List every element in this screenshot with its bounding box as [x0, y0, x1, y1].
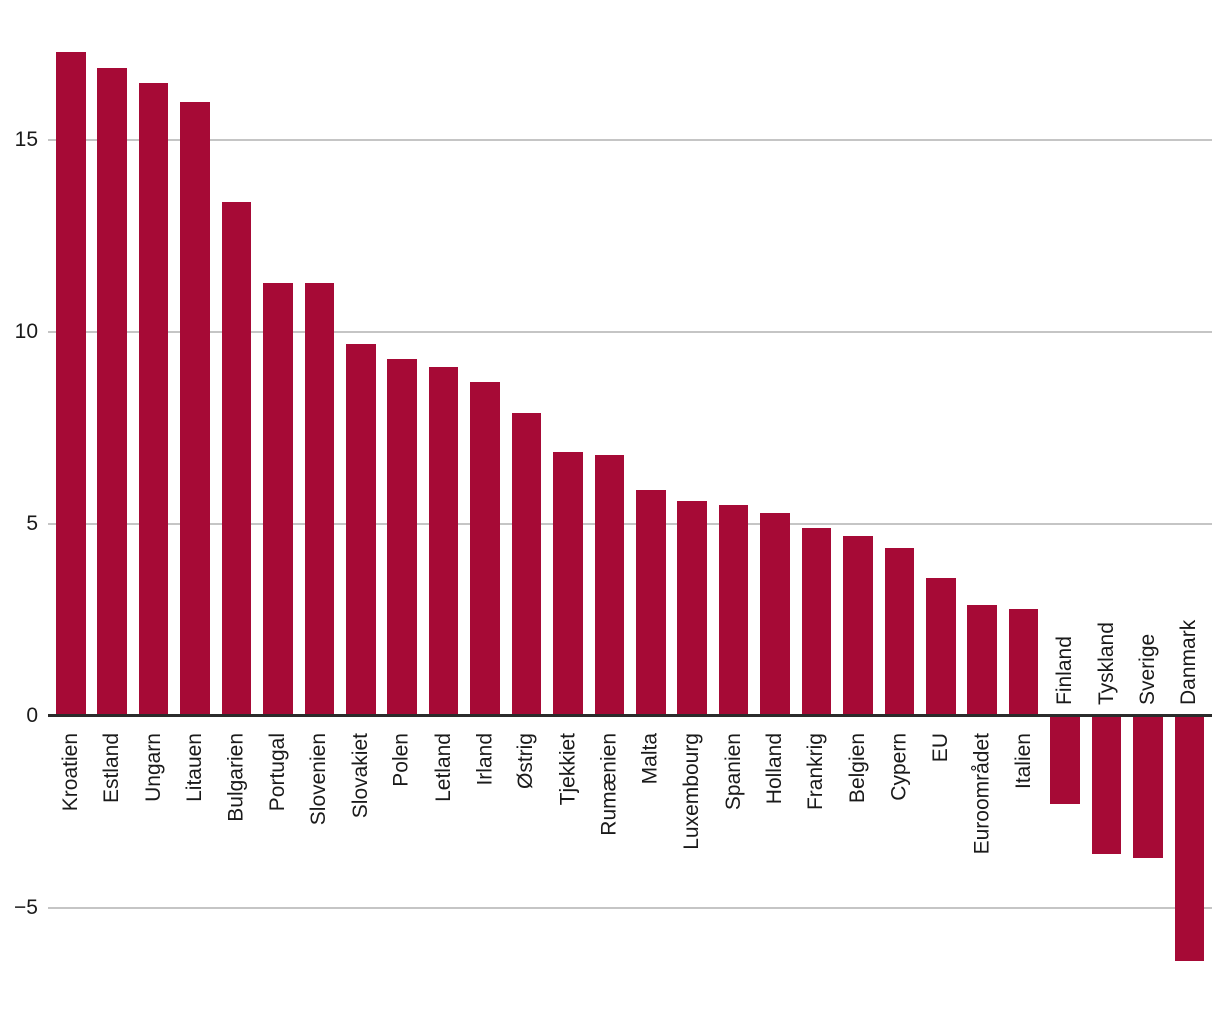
- bar-litauen: [180, 102, 210, 717]
- x-label-slovenien: Slovenien: [307, 733, 331, 826]
- x-label-holland: Holland: [763, 733, 787, 805]
- bar-rumænien: [594, 455, 625, 717]
- x-label-cypern: Cypern: [887, 733, 911, 801]
- gridline-5: [48, 523, 1212, 525]
- bar-holland: [760, 512, 790, 717]
- x-label-sverige: Sverige: [1135, 633, 1159, 705]
- x-label-portugal: Portugal: [265, 733, 289, 812]
- bar-frankrig: [801, 528, 832, 717]
- y-tick-label-15: 15: [14, 128, 38, 151]
- bar-slovakiet: [346, 344, 376, 717]
- x-label-østrig: Østrig: [514, 733, 538, 790]
- x-label-eu: EU: [928, 733, 952, 763]
- x-label-bulgarien: Bulgarien: [224, 733, 248, 822]
- x-label-finland: Finland: [1053, 636, 1077, 705]
- x-label-kroatien: Kroatien: [58, 733, 82, 812]
- x-label-polen: Polen: [390, 733, 414, 787]
- x-axis-line: [48, 714, 1212, 717]
- bar-belgien: [843, 536, 873, 717]
- x-label-frankrig: Frankrig: [804, 733, 828, 811]
- x-label-belgien: Belgien: [845, 733, 869, 804]
- x-label-rumænien: Rumænien: [597, 733, 621, 836]
- gridline-15: [48, 139, 1212, 141]
- y-tick-label-minus-5: −5: [14, 896, 38, 919]
- x-label-luxembourg: Luxembourg: [680, 733, 704, 850]
- bar-ungarn: [138, 82, 169, 717]
- bar-estland: [97, 67, 127, 717]
- gridline-10: [48, 331, 1212, 333]
- bar-portugal: [263, 282, 293, 717]
- bar-østrig: [511, 413, 542, 717]
- bar-eu: [926, 578, 956, 717]
- bar-cypern: [884, 547, 915, 717]
- bar-slovenien: [304, 282, 335, 717]
- x-label-danmark: Danmark: [1177, 619, 1201, 705]
- x-label-tjekkiet: Tjekkiet: [555, 733, 579, 806]
- y-tick-label-10: 10: [14, 320, 38, 343]
- bar-danmark: [1174, 715, 1205, 962]
- bar-irland: [470, 382, 500, 717]
- bar-euroområdet: [967, 605, 997, 717]
- y-tick-label-5: 5: [26, 512, 38, 535]
- bar-polen: [387, 359, 417, 717]
- x-label-letland: Letland: [431, 733, 455, 802]
- bar-luxembourg: [677, 501, 707, 717]
- x-label-spanien: Spanien: [721, 733, 745, 811]
- bar-spanien: [718, 505, 749, 717]
- x-label-litauen: Litauen: [183, 733, 207, 802]
- x-label-malta: Malta: [638, 733, 662, 785]
- bar-malta: [636, 489, 666, 717]
- bar-sverige: [1133, 715, 1163, 858]
- x-label-ungarn: Ungarn: [141, 733, 165, 802]
- bar-bulgarien: [221, 201, 252, 717]
- bar-finland: [1050, 715, 1080, 804]
- x-label-slovakiet: Slovakiet: [348, 733, 372, 819]
- bar-italien: [1008, 608, 1039, 717]
- bar-kroatien: [56, 52, 86, 717]
- bar-letland: [428, 367, 459, 717]
- gridline-minus-5: [48, 907, 1212, 909]
- bar-tjekkiet: [553, 451, 583, 717]
- x-label-estland: Estland: [100, 733, 124, 804]
- x-label-euroområdet: Euroområdet: [970, 733, 994, 855]
- x-label-italien: Italien: [1011, 733, 1035, 790]
- y-tick-label-0: 0: [26, 704, 38, 727]
- x-label-irland: Irland: [473, 733, 497, 786]
- bar-tyskland: [1091, 715, 1122, 854]
- x-label-tyskland: Tyskland: [1094, 622, 1118, 705]
